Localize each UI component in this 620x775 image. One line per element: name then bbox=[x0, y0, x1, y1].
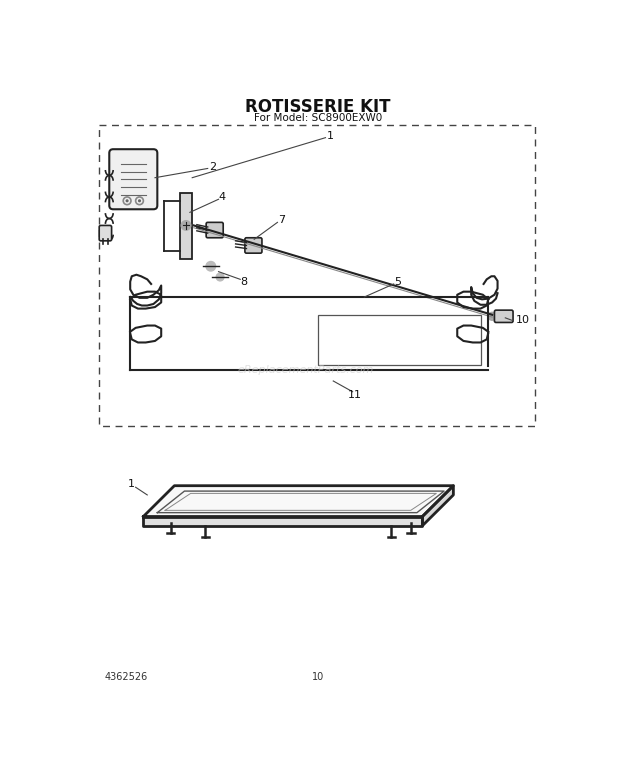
Bar bbox=[317, 315, 480, 365]
Polygon shape bbox=[143, 486, 453, 516]
Text: 4362526: 4362526 bbox=[105, 672, 148, 682]
Text: 10: 10 bbox=[312, 672, 324, 682]
Text: 5: 5 bbox=[394, 277, 401, 287]
Text: 1: 1 bbox=[128, 479, 135, 489]
Text: 10: 10 bbox=[515, 315, 529, 325]
Text: 1: 1 bbox=[327, 131, 334, 141]
FancyBboxPatch shape bbox=[206, 222, 223, 238]
Circle shape bbox=[125, 199, 129, 202]
Circle shape bbox=[181, 221, 191, 230]
FancyBboxPatch shape bbox=[109, 150, 157, 209]
FancyBboxPatch shape bbox=[495, 310, 513, 322]
Circle shape bbox=[489, 312, 496, 320]
Text: eReplacementParts.com: eReplacementParts.com bbox=[238, 365, 374, 375]
Bar bbox=[180, 193, 192, 259]
Bar bbox=[99, 126, 534, 425]
FancyBboxPatch shape bbox=[245, 238, 262, 253]
Circle shape bbox=[216, 273, 224, 281]
Text: ROTISSERIE KIT: ROTISSERIE KIT bbox=[245, 98, 391, 115]
Circle shape bbox=[206, 262, 216, 271]
Text: 2: 2 bbox=[209, 162, 216, 172]
FancyBboxPatch shape bbox=[99, 226, 112, 241]
Polygon shape bbox=[143, 516, 422, 525]
Text: 8: 8 bbox=[241, 277, 247, 287]
Text: 7: 7 bbox=[278, 215, 285, 225]
Text: 4: 4 bbox=[219, 192, 226, 202]
Text: 11: 11 bbox=[348, 390, 362, 400]
Polygon shape bbox=[422, 486, 453, 525]
Circle shape bbox=[138, 199, 141, 202]
Text: For Model: SC8900EXW0: For Model: SC8900EXW0 bbox=[254, 112, 382, 122]
